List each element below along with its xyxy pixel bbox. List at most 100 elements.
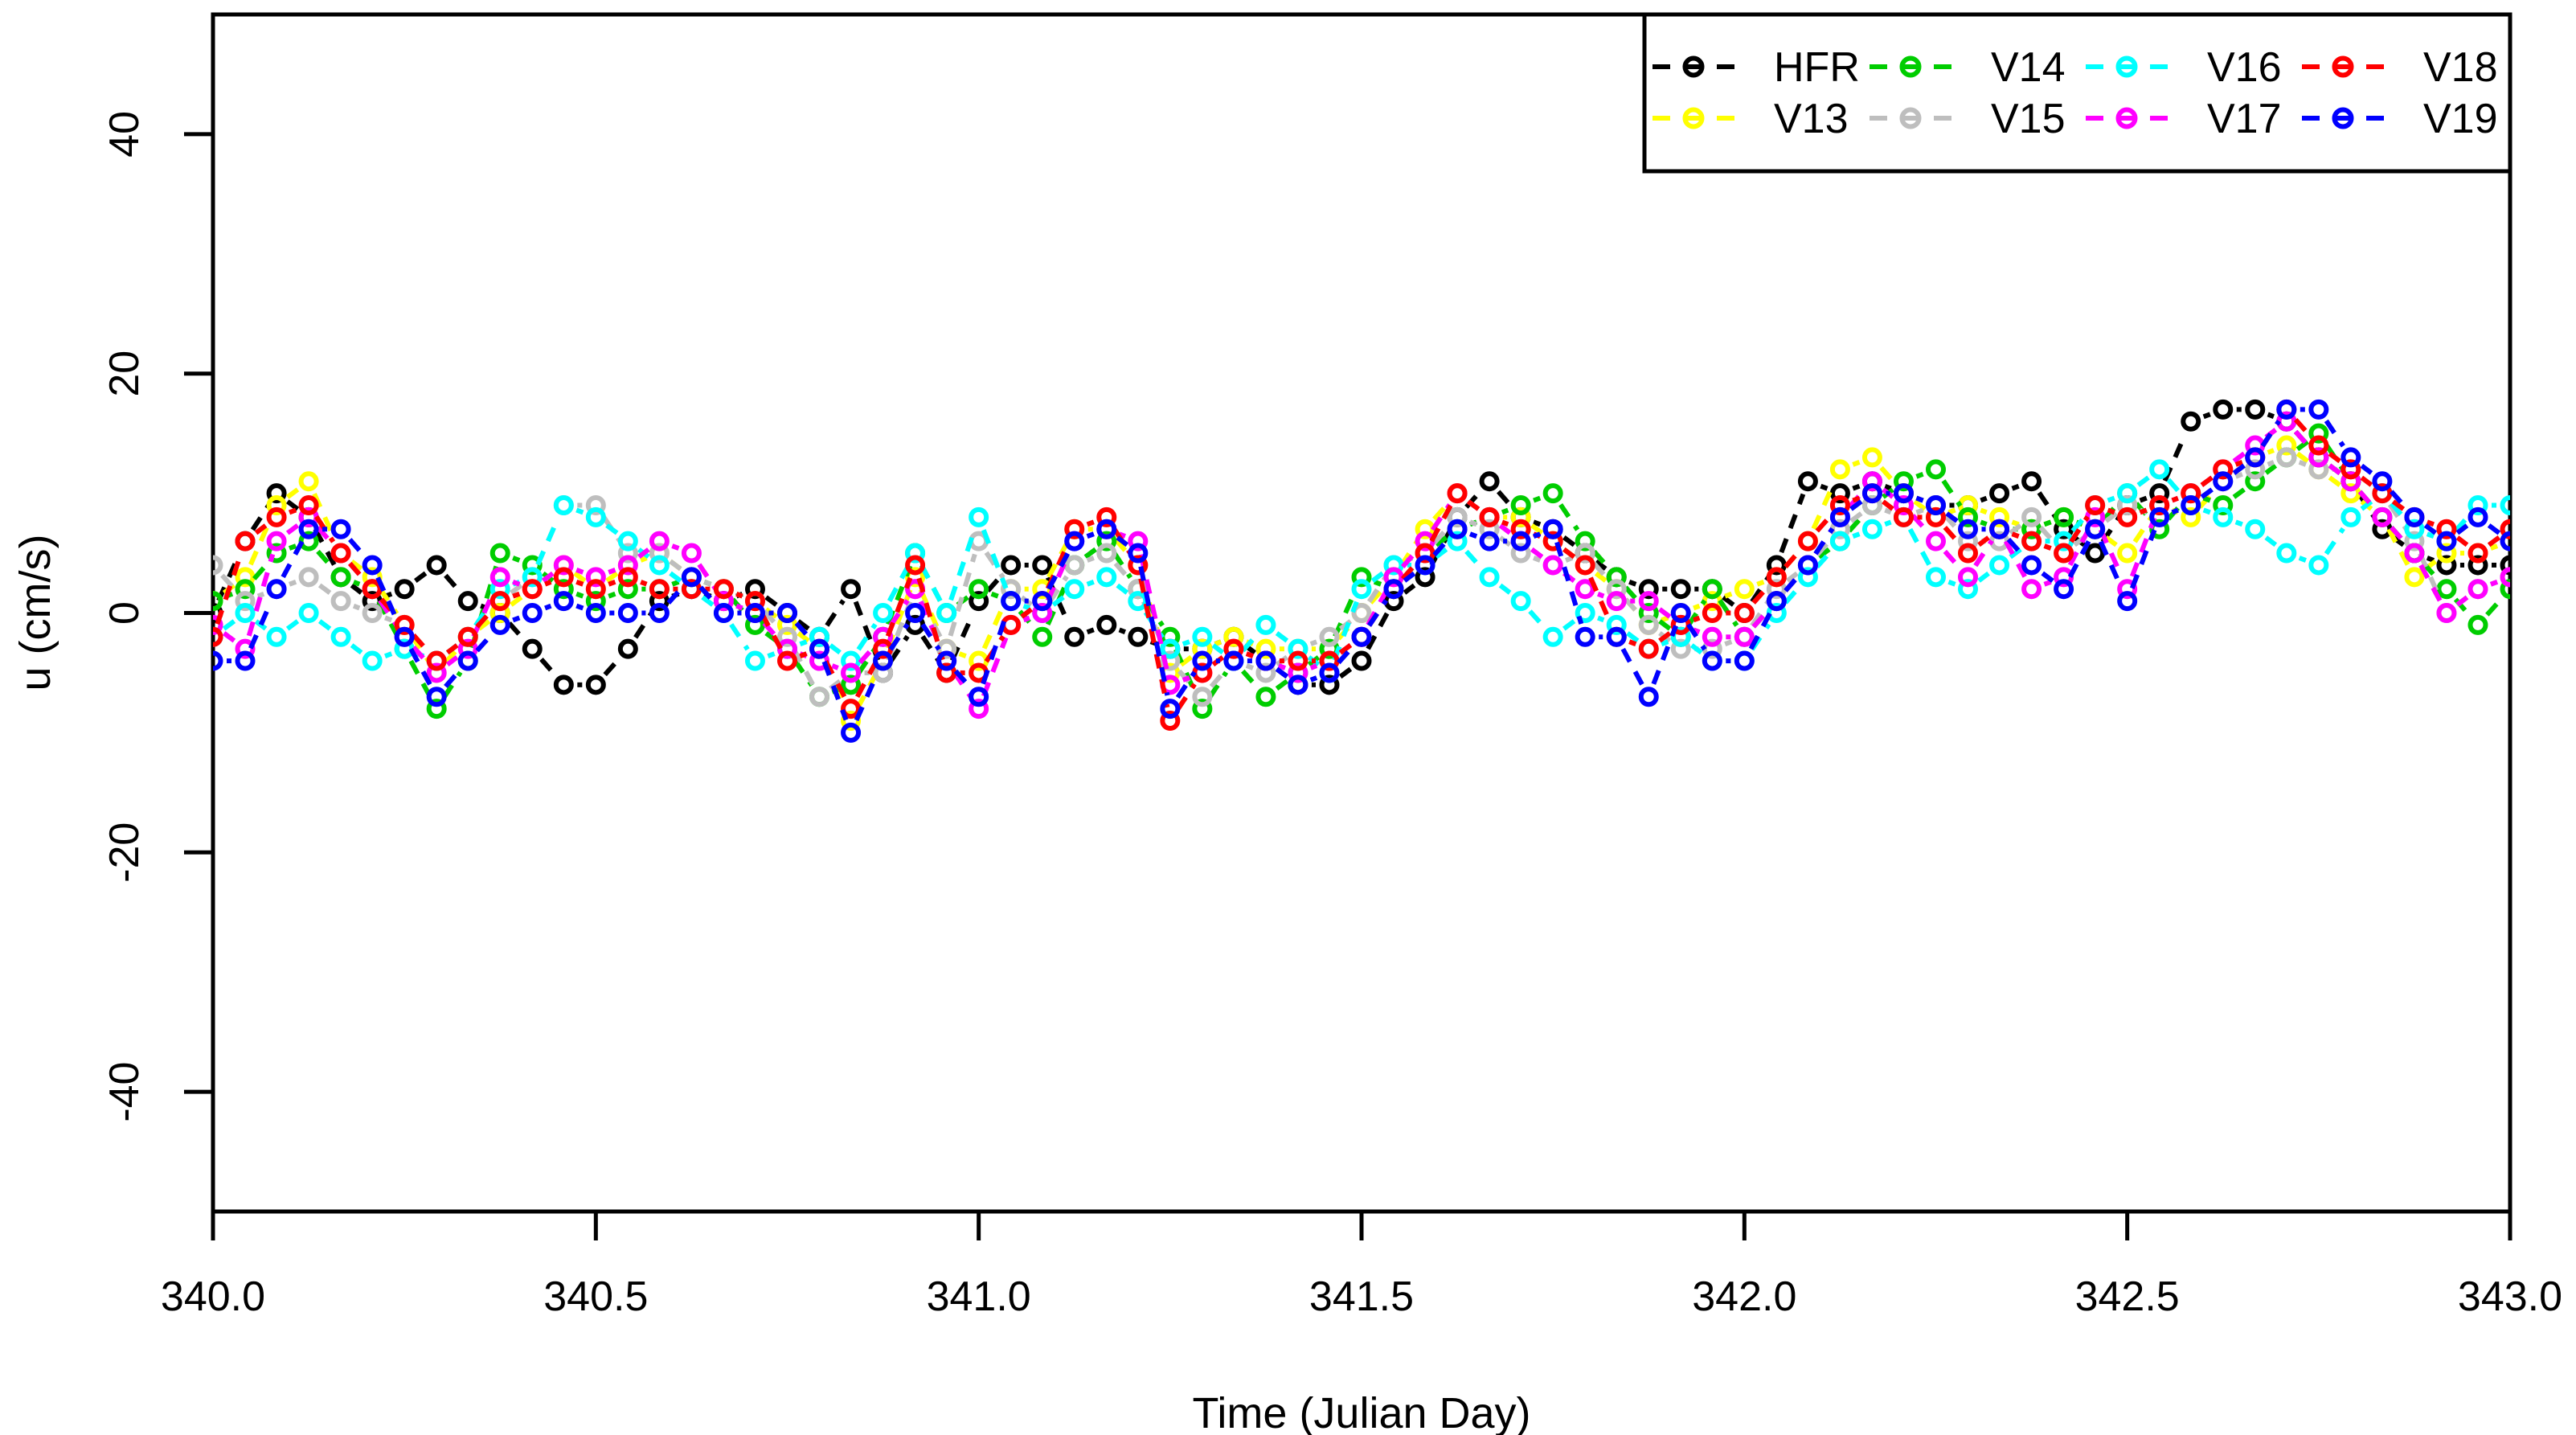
data-point-marker [2341,447,2361,468]
series-segment [507,621,526,641]
series-segment [1466,499,1480,511]
data-point-marker [649,555,670,576]
legend-entry-V15: V15 [1870,96,2066,142]
series-segment [248,516,274,566]
legend-marker-sample [1899,55,1922,78]
data-point-marker [1160,711,1181,732]
data-point-marker [1670,638,1691,659]
data-point-marker [585,567,606,588]
data-point-marker [585,579,606,600]
series-segment [316,549,334,569]
data-point-marker [1958,531,1979,551]
series-segment [1046,539,1071,579]
x-axis-title: Time (Julian Day) [1192,1389,1530,1435]
data-point-marker [394,614,415,635]
data-point-marker [585,494,606,515]
series-segment [2328,463,2341,475]
series-segment [764,595,778,607]
series-segment [1562,619,1576,631]
series-segment [1332,601,1359,662]
series-segment [2489,579,2499,587]
series-segment [384,615,393,623]
series-segment [348,538,366,557]
series-segment [1977,535,1990,547]
data-point-marker [2245,471,2266,492]
data-point-marker [1001,591,1022,612]
data-point-marker [553,555,574,576]
series-segment [759,612,784,650]
data-point-marker [1638,638,1659,659]
legend-label-V14: V14 [1991,44,2066,91]
data-point-marker [841,662,862,683]
series-segment [1628,639,1637,647]
legend-label-V19: V19 [2423,96,2498,142]
series-segment [2104,535,2118,547]
series-segment [2232,487,2246,499]
data-point-marker [713,579,734,600]
data-point-marker [235,579,256,600]
series-segment [918,588,944,638]
data-point-marker [1926,567,1946,588]
data-point-marker [1001,555,1022,576]
series-segment [1432,502,1450,521]
data-point-marker [1829,459,1850,480]
data-point-marker [1128,555,1149,576]
series-segment [1562,547,1576,560]
data-point-marker [1958,567,1979,588]
data-point-marker [1734,626,1755,647]
series-segment [920,623,941,651]
data-point-marker [2245,519,2266,539]
series-segment [1083,547,1097,560]
x-tick-label: 341.5 [1309,1273,1414,1320]
series-segment [735,603,743,611]
series-segment [544,580,552,587]
series-segment [1980,519,1988,527]
series-segment [285,487,300,499]
series-segment [2391,499,2406,511]
data-point-marker [266,626,287,647]
series-segment [2171,495,2179,503]
data-point-marker [1160,699,1181,720]
series-segment [1884,507,1892,515]
series-segment [250,503,272,531]
series-segment [2360,499,2373,511]
series-segment [2098,540,2124,590]
data-point-marker [744,591,765,612]
data-point-marker [1829,483,1850,504]
series-segment [1786,571,1799,583]
data-point-marker [2149,519,2170,539]
series-segment [854,671,879,710]
data-point-marker [298,494,319,515]
series-segment [2418,564,2443,602]
series-segment [640,556,648,563]
series-segment [1209,669,1227,688]
series-segment [473,599,495,627]
series-segment [2070,514,2088,533]
series-segment [1138,577,1170,708]
data-point-marker [2404,519,2425,539]
data-point-marker [2500,567,2510,588]
series-segment [2232,451,2246,464]
data-point-marker [1255,650,1276,671]
series-segment [441,670,463,699]
series-segment [1628,579,1637,587]
series-segment [2293,429,2312,449]
data-point-marker [1926,494,1946,515]
data-point-marker [2085,543,2106,564]
series-segment [2426,556,2435,563]
series-segment [316,526,334,545]
data-point-marker [1734,650,1755,671]
series-segment [1915,471,1924,479]
data-point-marker [553,674,574,695]
series-segment [669,571,682,583]
series-segment [2328,475,2341,487]
data-point-marker [649,579,670,600]
series-segment [794,621,813,641]
series-segment [1624,597,1642,617]
axes-layer: 340.0 340.5 341.0 341.5 342.0 342.5 343.0 -40 -2… [101,111,2562,1320]
data-point-marker [1797,471,1818,492]
data-point-marker [809,626,830,647]
series-segment [314,515,336,543]
data-point-marker [2213,494,2234,515]
data-point-marker [1064,531,1085,551]
